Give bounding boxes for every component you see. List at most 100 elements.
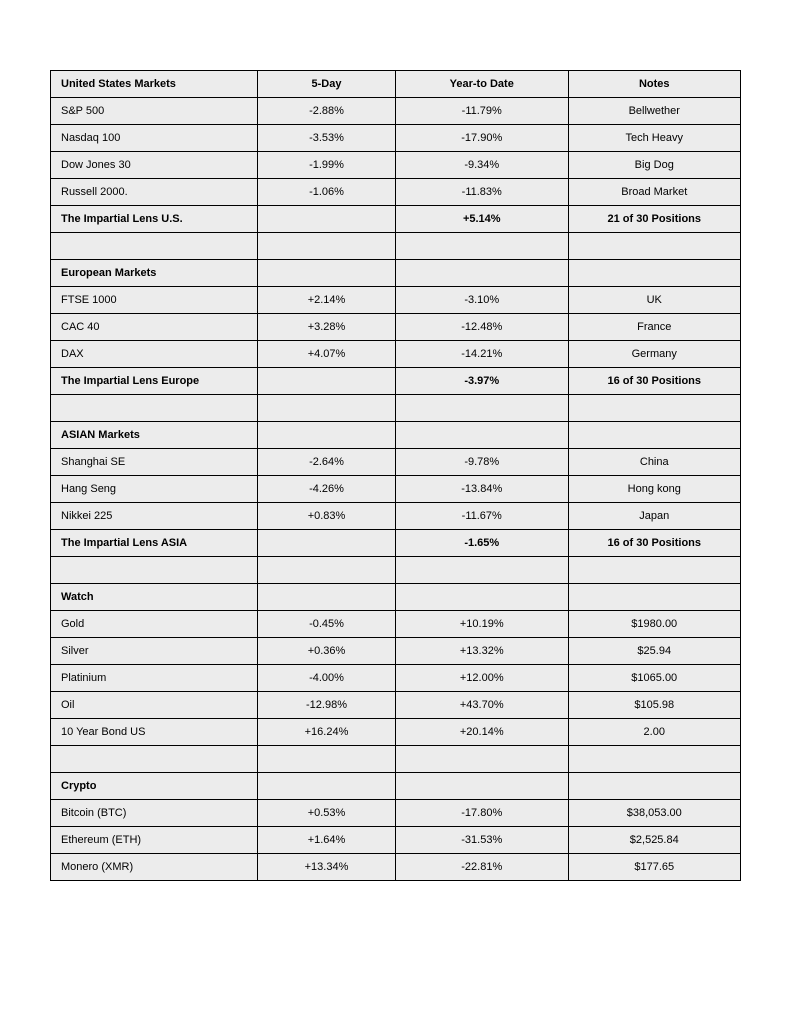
table-cell: [258, 395, 396, 422]
table-row: Crypto: [51, 773, 741, 800]
table-cell: 21 of 30 Positions: [568, 206, 741, 233]
table-cell: [568, 260, 741, 287]
table-row: S&P 500-2.88%-11.79%Bellwether: [51, 98, 741, 125]
table-cell: [258, 746, 396, 773]
table-cell: [396, 233, 569, 260]
table-cell: +5.14%: [396, 206, 569, 233]
table-cell: -3.53%: [258, 125, 396, 152]
table-cell: -14.21%: [396, 341, 569, 368]
table-cell: -11.83%: [396, 179, 569, 206]
table-cell: [568, 557, 741, 584]
table-cell: [51, 233, 258, 260]
table-cell: Hang Seng: [51, 476, 258, 503]
table-cell: Watch: [51, 584, 258, 611]
table-row: CAC 40+3.28%-12.48%France: [51, 314, 741, 341]
table-row: Russell 2000.-1.06%-11.83%Broad Market: [51, 179, 741, 206]
table-cell: Big Dog: [568, 152, 741, 179]
table-row: ASIAN Markets: [51, 422, 741, 449]
table-cell: [258, 422, 396, 449]
table-cell: -17.90%: [396, 125, 569, 152]
table-cell: $105.98: [568, 692, 741, 719]
table-row: Hang Seng-4.26%-13.84%Hong kong: [51, 476, 741, 503]
markets-table: United States Markets5-DayYear-to DateNo…: [50, 70, 741, 881]
table-cell: 5-Day: [258, 71, 396, 98]
table-cell: [258, 206, 396, 233]
table-cell: -13.84%: [396, 476, 569, 503]
table-cell: Nikkei 225: [51, 503, 258, 530]
table-cell: -22.81%: [396, 854, 569, 881]
table-cell: -9.78%: [396, 449, 569, 476]
table-row: Shanghai SE-2.64%-9.78%China: [51, 449, 741, 476]
table-cell: +13.32%: [396, 638, 569, 665]
table-cell: China: [568, 449, 741, 476]
table-cell: Germany: [568, 341, 741, 368]
table-row: [51, 746, 741, 773]
table-cell: [568, 584, 741, 611]
table-cell: [396, 557, 569, 584]
table-cell: -2.88%: [258, 98, 396, 125]
table-cell: +0.36%: [258, 638, 396, 665]
table-cell: DAX: [51, 341, 258, 368]
table-cell: Japan: [568, 503, 741, 530]
table-cell: [396, 584, 569, 611]
table-cell: $38,053.00: [568, 800, 741, 827]
table-cell: [51, 395, 258, 422]
table-cell: Crypto: [51, 773, 258, 800]
table-cell: +2.14%: [258, 287, 396, 314]
table-cell: ASIAN Markets: [51, 422, 258, 449]
table-cell: [568, 746, 741, 773]
table-row: Nasdaq 100-3.53%-17.90%Tech Heavy: [51, 125, 741, 152]
table-cell: [396, 773, 569, 800]
table-cell: France: [568, 314, 741, 341]
table-cell: 16 of 30 Positions: [568, 530, 741, 557]
table-row: Bitcoin (BTC)+0.53%-17.80%$38,053.00: [51, 800, 741, 827]
table-cell: UK: [568, 287, 741, 314]
table-cell: The Impartial Lens U.S.: [51, 206, 258, 233]
table-row: Silver+0.36%+13.32%$25.94: [51, 638, 741, 665]
table-cell: +16.24%: [258, 719, 396, 746]
table-cell: +13.34%: [258, 854, 396, 881]
table-cell: -3.10%: [396, 287, 569, 314]
table-cell: -12.98%: [258, 692, 396, 719]
table-row: The Impartial Lens Europe-3.97%16 of 30 …: [51, 368, 741, 395]
table-body: United States Markets5-DayYear-to DateNo…: [51, 71, 741, 881]
table-cell: -4.00%: [258, 665, 396, 692]
table-cell: Russell 2000.: [51, 179, 258, 206]
table-cell: +12.00%: [396, 665, 569, 692]
table-row: Platinium-4.00%+12.00%$1065.00: [51, 665, 741, 692]
table-cell: Hong kong: [568, 476, 741, 503]
table-cell: -0.45%: [258, 611, 396, 638]
table-cell: +3.28%: [258, 314, 396, 341]
table-cell: +10.19%: [396, 611, 569, 638]
table-cell: +0.53%: [258, 800, 396, 827]
table-cell: [258, 260, 396, 287]
table-cell: [51, 746, 258, 773]
table-row: United States Markets5-DayYear-to DateNo…: [51, 71, 741, 98]
table-cell: [396, 260, 569, 287]
table-cell: Monero (XMR): [51, 854, 258, 881]
table-cell: Bellwether: [568, 98, 741, 125]
table-cell: Gold: [51, 611, 258, 638]
table-cell: [396, 746, 569, 773]
table-cell: [258, 773, 396, 800]
table-row: Watch: [51, 584, 741, 611]
table-cell: 10 Year Bond US: [51, 719, 258, 746]
table-row: Ethereum (ETH)+1.64%-31.53%$2,525.84: [51, 827, 741, 854]
table-cell: [258, 584, 396, 611]
table-row: Gold-0.45%+10.19%$1980.00: [51, 611, 741, 638]
table-cell: Shanghai SE: [51, 449, 258, 476]
table-row: [51, 395, 741, 422]
table-cell: [258, 530, 396, 557]
table-cell: -1.99%: [258, 152, 396, 179]
table-cell: Broad Market: [568, 179, 741, 206]
table-cell: [396, 422, 569, 449]
table-cell: Bitcoin (BTC): [51, 800, 258, 827]
table-cell: 16 of 30 Positions: [568, 368, 741, 395]
table-row: The Impartial Lens U.S. +5.14%21 of 30 Po…: [51, 206, 741, 233]
table-row: European Markets: [51, 260, 741, 287]
table-cell: Platinium: [51, 665, 258, 692]
table-cell: -2.64%: [258, 449, 396, 476]
table-cell: Year-to Date: [396, 71, 569, 98]
table-row: Monero (XMR)+13.34%-22.81%$177.65: [51, 854, 741, 881]
table-cell: [258, 233, 396, 260]
